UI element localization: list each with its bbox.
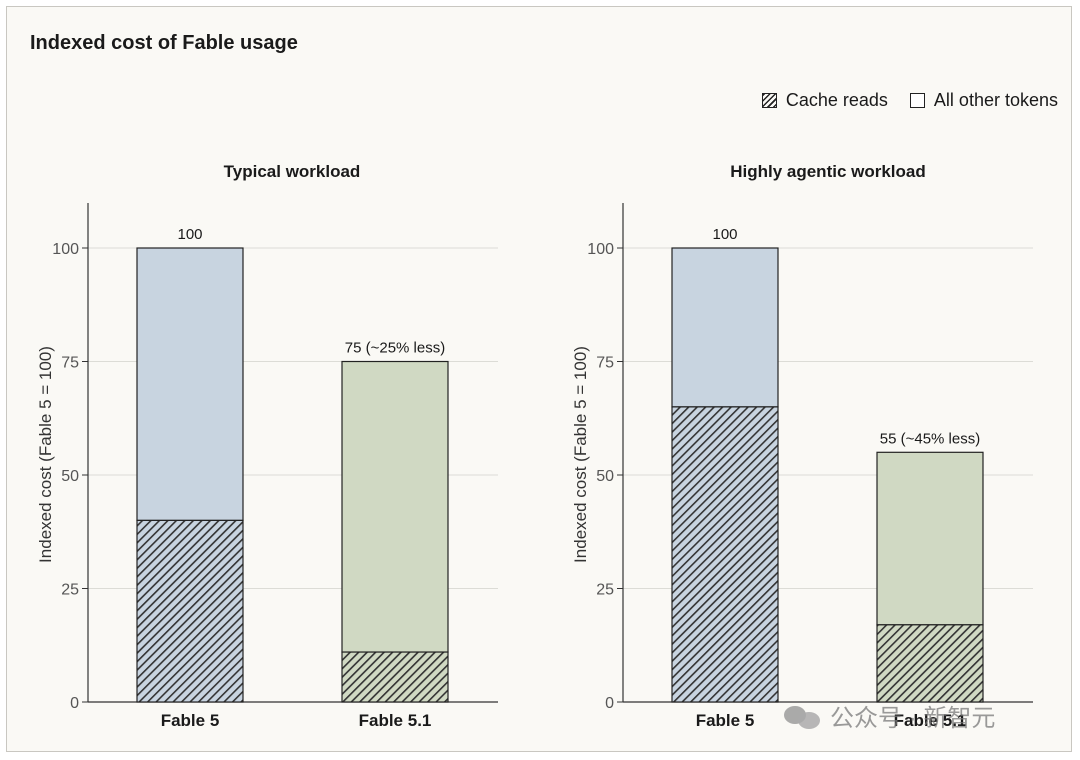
x-category-label: Fable 5 — [161, 711, 220, 730]
bar-other-tokens — [341, 360, 449, 653]
y-tick-label: 25 — [61, 582, 79, 599]
y-tick-label: 0 — [605, 695, 614, 712]
bar-data-label: 100 — [177, 226, 202, 243]
x-category-label: Fable 5.1 — [894, 711, 967, 730]
y-tick-label: 100 — [587, 241, 614, 258]
y-tick-label: 0 — [70, 695, 79, 712]
y-tick-label: 75 — [596, 355, 614, 372]
bar-data-label: 100 — [712, 226, 737, 243]
y-tick-label: 25 — [596, 582, 614, 599]
x-category-label: Fable 5 — [696, 711, 755, 730]
legend-item-other-tokens: All other tokens — [909, 90, 1058, 111]
x-category-label: Fable 5.1 — [359, 711, 432, 730]
chart-panel-1: Typical workload 0 25 50 75 100 Indexed cost (… — [36, 162, 498, 730]
legend-label-other-tokens: All other tokens — [933, 90, 1058, 110]
bar-data-label: 75 (~25% less) — [345, 340, 445, 357]
y-tick-label: 100 — [52, 241, 79, 258]
bar-other-tokens — [136, 247, 244, 521]
bar-other-tokens — [876, 451, 984, 626]
chart-title: Indexed cost of Fable usage — [30, 32, 298, 54]
watermark-text: 公众号 · 新智元 — [830, 705, 996, 732]
subplot-title: Highly agentic workload — [730, 162, 926, 181]
subplot-title: Typical workload — [224, 162, 361, 181]
bar-data-label: 55 (~45% less) — [880, 430, 980, 447]
y-tick-label: 75 — [61, 355, 79, 372]
legend-label-cache-reads: Cache reads — [785, 90, 888, 110]
y-axis-label: Indexed cost (Fable 5 = 100) — [36, 346, 55, 563]
y-tick-label: 50 — [596, 468, 614, 485]
bar-cache-reads — [876, 624, 984, 703]
y-axis-label: Indexed cost (Fable 5 = 100) — [571, 346, 590, 563]
chart-panel-2: Highly agentic workload 0 25 50 75 100 Indexed… — [571, 162, 1033, 730]
watermark: 公众号 · 新智元 — [782, 698, 995, 733]
hatch-swatch-icon — [761, 93, 777, 108]
bar-cache-reads — [671, 406, 779, 703]
legend: Cache reads All other tokens — [761, 90, 1058, 111]
wechat-icon — [782, 702, 822, 730]
y-tick-label: 50 — [61, 468, 79, 485]
plain-swatch-icon — [909, 93, 925, 108]
bar-other-tokens — [671, 247, 779, 408]
bar-cache-reads — [136, 519, 244, 703]
bar-cache-reads — [341, 651, 449, 703]
legend-item-cache-reads: Cache reads — [761, 90, 888, 111]
